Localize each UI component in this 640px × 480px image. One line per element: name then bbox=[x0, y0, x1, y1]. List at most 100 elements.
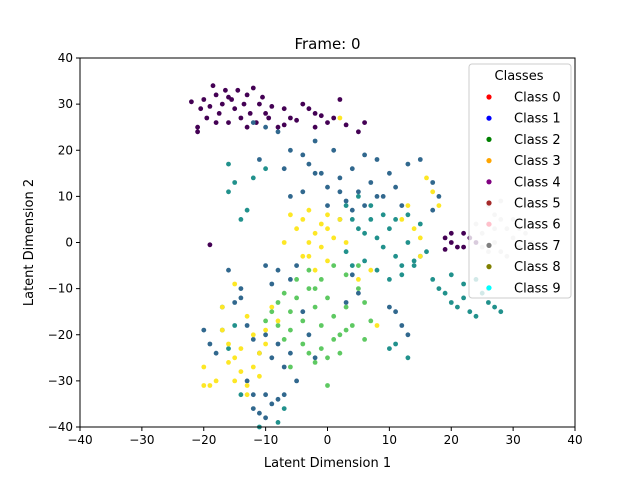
data-point bbox=[337, 115, 343, 121]
data-point bbox=[399, 203, 405, 209]
data-point bbox=[288, 212, 293, 218]
data-point bbox=[461, 244, 466, 250]
data-point bbox=[356, 129, 361, 135]
legend-label: Class 5 bbox=[514, 197, 561, 212]
data-point bbox=[442, 235, 448, 241]
data-point bbox=[448, 272, 454, 278]
data-point bbox=[263, 318, 268, 324]
legend-box bbox=[468, 63, 572, 299]
data-point bbox=[362, 120, 367, 125]
data-point bbox=[275, 124, 281, 130]
legend-label: Class 6 bbox=[514, 218, 561, 233]
data-point bbox=[448, 300, 454, 305]
data-point bbox=[461, 281, 466, 287]
data-point bbox=[269, 304, 275, 310]
data-point bbox=[325, 120, 330, 125]
data-point bbox=[430, 180, 436, 185]
y-tick-label: 0 bbox=[65, 236, 73, 250]
data-point bbox=[266, 115, 272, 121]
data-point bbox=[244, 313, 250, 319]
data-point bbox=[281, 122, 287, 128]
data-point bbox=[318, 221, 324, 227]
data-point bbox=[331, 115, 337, 121]
data-point bbox=[257, 373, 262, 379]
data-point bbox=[201, 364, 207, 370]
data-point bbox=[213, 120, 219, 125]
data-point bbox=[247, 111, 253, 116]
data-point bbox=[380, 244, 386, 250]
data-point bbox=[325, 203, 330, 209]
data-point bbox=[362, 203, 367, 209]
data-point bbox=[343, 203, 349, 209]
data-point bbox=[207, 242, 213, 248]
data-point bbox=[343, 198, 349, 204]
data-point bbox=[343, 122, 349, 128]
data-point bbox=[331, 263, 337, 268]
data-point bbox=[250, 332, 256, 338]
legend-marker bbox=[486, 242, 492, 248]
data-point bbox=[455, 244, 460, 250]
data-point bbox=[424, 175, 429, 181]
y-tick-label: 30 bbox=[58, 97, 73, 111]
data-point bbox=[399, 323, 405, 328]
data-point bbox=[260, 94, 265, 100]
data-point bbox=[288, 277, 293, 282]
data-point bbox=[349, 323, 355, 328]
data-point bbox=[275, 267, 281, 273]
data-point bbox=[244, 383, 250, 388]
data-point bbox=[269, 104, 275, 109]
data-point bbox=[232, 323, 238, 328]
chart-title: Frame: 0 bbox=[294, 35, 360, 53]
data-point bbox=[325, 258, 330, 264]
data-point bbox=[461, 295, 466, 301]
legend-marker bbox=[486, 136, 492, 142]
data-point bbox=[269, 309, 275, 315]
data-point bbox=[442, 247, 448, 252]
data-point bbox=[198, 106, 204, 112]
data-point bbox=[244, 323, 250, 328]
data-point bbox=[250, 392, 256, 398]
data-point bbox=[473, 313, 479, 319]
data-point bbox=[399, 263, 405, 268]
data-point bbox=[312, 138, 318, 144]
legend-marker bbox=[486, 179, 492, 185]
data-point bbox=[312, 286, 318, 291]
data-point bbox=[275, 420, 281, 425]
data-point bbox=[189, 99, 194, 105]
data-point bbox=[374, 157, 380, 162]
data-point bbox=[306, 267, 312, 273]
x-tick-label: −40 bbox=[67, 433, 92, 447]
data-point bbox=[250, 337, 256, 342]
data-point bbox=[263, 341, 268, 347]
legend-label: Class 1 bbox=[514, 112, 561, 127]
data-point bbox=[430, 207, 436, 213]
data-point bbox=[492, 304, 497, 310]
legend-marker bbox=[486, 158, 492, 164]
points-layer bbox=[189, 83, 535, 430]
x-axis-label: Latent Dimension 1 bbox=[264, 456, 391, 471]
data-point bbox=[219, 327, 225, 333]
data-point bbox=[275, 396, 281, 402]
data-point bbox=[343, 240, 349, 245]
x-tick-label: 10 bbox=[382, 433, 397, 447]
data-point bbox=[318, 277, 324, 282]
data-point bbox=[417, 221, 423, 227]
data-point bbox=[325, 212, 330, 218]
data-point bbox=[306, 253, 312, 259]
data-point bbox=[257, 410, 262, 416]
data-point bbox=[226, 360, 231, 365]
y-tick-label: −10 bbox=[48, 282, 73, 296]
data-point bbox=[405, 332, 411, 338]
data-point bbox=[349, 166, 355, 172]
data-point bbox=[275, 341, 281, 347]
data-point bbox=[393, 184, 398, 190]
data-point bbox=[223, 87, 228, 93]
data-point bbox=[281, 240, 287, 245]
data-point bbox=[343, 272, 349, 278]
data-point bbox=[325, 295, 330, 301]
data-point bbox=[461, 230, 466, 236]
data-point bbox=[331, 313, 337, 319]
data-point bbox=[250, 406, 256, 411]
data-point bbox=[331, 337, 337, 342]
